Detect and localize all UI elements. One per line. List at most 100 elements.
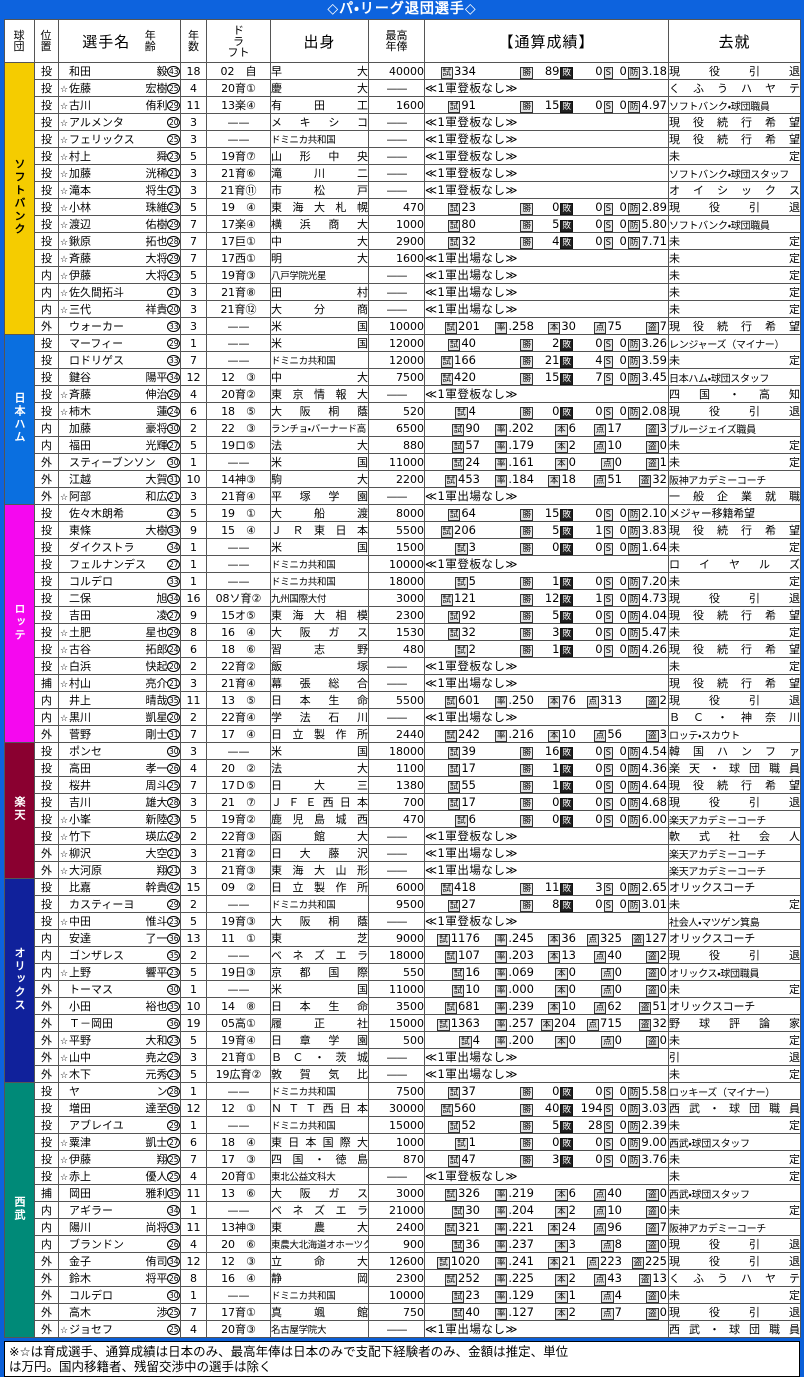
pitching-stats: 試 64 勝 15 敗 0 S 0 防 2.10	[447, 505, 667, 521]
stat-homeruns: 10	[561, 998, 576, 1013]
table-row: 投 ☆ 小林 珠維 23 5 19 ④ 東海大札幌 470 試 23 勝 0 敗 0 S 0 防 2.89 現役引退	[5, 198, 801, 216]
draft-info: 16 ④	[206, 1269, 271, 1287]
origin-cell: ドミニカ共和国	[270, 130, 369, 148]
stat-no-data: ≪1軍出場なし≫	[425, 489, 518, 503]
player-name-cell: 高木 渉 25	[58, 1303, 181, 1321]
max-salary: ——	[368, 79, 425, 97]
stat-losses: 1	[552, 760, 560, 775]
destination-cell: 日本ハム・球団スタッフ	[668, 368, 801, 386]
stat-saves: 0	[595, 335, 603, 350]
player-name-cell: 金子 侑司 34	[58, 1252, 181, 1270]
stat-holds: 0	[619, 1151, 627, 1166]
stat-wins-label: 勝	[520, 219, 533, 232]
table-row: 投コルデロ 33 1 —— ドミニカ共和国 18000 試 5 勝 1 敗 0 S 0 防 7.20 未定	[5, 572, 801, 590]
player-given-name: 渉	[156, 1306, 168, 1319]
player-name-cell: 佐々木朗希 23	[58, 504, 181, 522]
years-played: 13	[180, 929, 207, 947]
stat-no-data: ≪1軍登板なし≫	[425, 81, 518, 95]
career-stats-cell: 試 92 勝 5 敗 0 S 0 防 4.04	[424, 606, 669, 624]
stat-losses: 0	[552, 199, 560, 214]
destination-text: 楽天・球団職員	[669, 762, 800, 775]
player-name-cell: ☆ 竹下 瑛広 24	[58, 827, 181, 845]
development-player-star: ☆	[59, 306, 69, 316]
batting-stats: 試 242 率 .216 本 10 点 56 盗 3	[444, 726, 667, 742]
player-given-name: 珠維	[145, 201, 168, 214]
stat-homeruns: 2	[568, 1304, 576, 1319]
stat-losses: 3	[552, 1151, 560, 1166]
stat-saves: 0	[595, 624, 603, 639]
stat-homeruns: 1	[568, 1287, 576, 1302]
stat-games: 2	[468, 641, 476, 656]
destination-text: 現役続行希望	[669, 779, 800, 792]
stat-saves: 0	[595, 539, 603, 554]
years-played: 4	[180, 1320, 207, 1338]
player-surname: 江越	[69, 473, 91, 486]
table-row: 投 ☆ 中田 惟斗 23 5 19育③ 大阪桐蔭 —— ≪1軍登板なし≫ 社会人・マツゲン箕島	[5, 912, 801, 930]
pitching-stats: 試 6 勝 0 敗 0 S 0 防 6.00	[455, 811, 667, 827]
header-years: 年数	[180, 19, 207, 63]
career-stats-cell: 試 80 勝 5 敗 0 S 0 防 5.80	[424, 215, 669, 233]
career-stats-cell: ≪1軍登板なし≫	[424, 385, 669, 403]
stat-wins-label: 勝	[520, 814, 533, 827]
player-name-cell: 吉田 凌 27	[58, 606, 181, 624]
player-name-cell: ☆ 上野 響平 23	[58, 963, 181, 981]
player-surname: コルデロ	[69, 575, 113, 588]
table-row: 外 ☆ 大河原 翔 21 3 21育③ 東海大山形 —— ≪1軍出場なし≫ 楽天アカデミーコーチ	[5, 861, 801, 879]
stat-losses: 15	[544, 97, 560, 112]
batting-stats: 試 10 率 .000 本 0 点 0 盗 0	[451, 981, 667, 997]
origin-cell: 山形中央	[270, 147, 369, 165]
stat-games: 16	[465, 964, 480, 979]
stat-rbi: 7	[614, 1304, 622, 1319]
pitching-stats: 試 420 勝 15 敗 7 S 0 防 3.45	[440, 369, 667, 385]
career-stats-cell: 試 334 勝 89 敗 0 S 0 防 3.18	[424, 62, 669, 80]
player-given-name: 尭之	[145, 1051, 168, 1064]
origin-text: ドミニカ共和国	[271, 1087, 336, 1098]
table-row: 投 ☆ 伊藤翔 25 7 17 ③ 四国・徳島 870 試 47 勝 3 敗 0 S 0 防 3.76 未定	[5, 1150, 801, 1168]
batting-stats: 試 1363 率 .257 本 204 点 715 盗 32	[437, 1015, 667, 1031]
player-name-cell: ☆ 古川 侑利 29	[58, 96, 181, 114]
pitching-stats: 試 32 勝 3 敗 0 S 0 防 5.47	[447, 624, 667, 640]
stat-holds: 0	[619, 1134, 627, 1149]
origin-text: ドミニカ共和国	[271, 356, 336, 367]
player-position: 投	[34, 912, 59, 930]
stat-saves: 0	[595, 743, 603, 758]
stat-homeruns: 30	[561, 318, 576, 333]
career-stats-cell: 試 107 率 .203 本 13 点 40 盗 2	[424, 946, 669, 964]
destination-cell: 四国・高知	[668, 385, 801, 403]
stat-stolenbases: 7	[659, 1219, 667, 1234]
destination-cell: 西武・球団スタッフ	[668, 1133, 801, 1151]
destination-text: 四国・高知	[669, 388, 800, 401]
draft-info: ——	[206, 113, 271, 131]
player-given-name: 孝一	[145, 762, 168, 775]
team-name: 楽天	[13, 796, 26, 822]
development-player-star: ☆	[59, 102, 69, 112]
stat-losses: 5	[552, 216, 560, 231]
destination-text: ソフトバンク・球団職員	[669, 101, 770, 113]
origin-cell: 早大	[270, 62, 369, 80]
destination-cell: 現役引退	[668, 402, 801, 420]
origin-text: メキシコ	[271, 116, 368, 129]
development-player-star: ☆	[59, 1037, 69, 1047]
origin-cell: 横浜商大	[270, 215, 369, 233]
player-surname: 斉藤	[69, 388, 91, 401]
player-surname: アブレイユ	[69, 1119, 124, 1132]
stat-holds: 0	[619, 505, 627, 520]
draft-info: 19育②	[206, 810, 271, 828]
age-badge: 42	[167, 882, 180, 893]
origin-text: ベネズエラ	[271, 949, 368, 962]
draft-info: 20 ②	[206, 759, 271, 777]
stat-stolenbases: 3	[659, 726, 667, 741]
age-badge: 20	[167, 304, 180, 315]
stat-games: 418	[454, 879, 476, 894]
player-position: 投	[34, 351, 59, 369]
player-position: 外	[34, 1320, 59, 1338]
player-position: 内	[34, 963, 59, 981]
table-row: 内ブランドン 26 4 20 ⑥ 東農大北海道オホーツク 900 試 36 率 .237 本 3 点 8 盗…	[5, 1235, 801, 1253]
draft-info: ——	[206, 980, 271, 998]
origin-cell: 日本生命	[270, 997, 369, 1015]
stat-losses: 8	[552, 896, 560, 911]
player-position: 投	[34, 181, 59, 199]
player-name-cell: ウォーカー 33	[58, 317, 181, 335]
table-row: 投鍵谷 陽平 34 12 12 ③ 中大 7500 試 420 勝 15 敗 7 S 0 防 3.45 日本ハム・…	[5, 368, 801, 386]
draft-info: 13楽④	[206, 96, 271, 114]
